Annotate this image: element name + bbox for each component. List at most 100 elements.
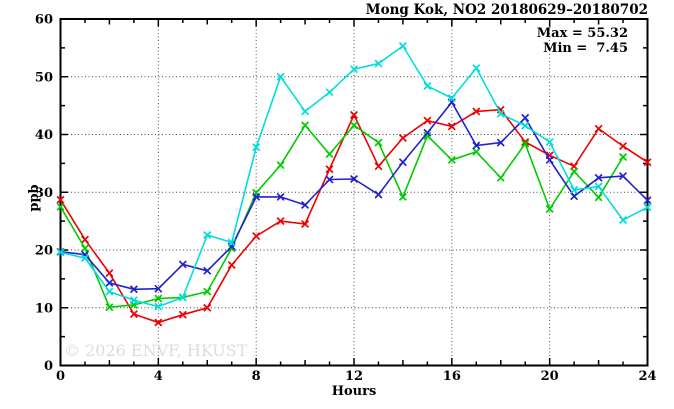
data-point-marker [203, 303, 212, 312]
y-tick-label: 60 [35, 13, 53, 28]
data-point-marker [545, 204, 554, 214]
data-point-marker [129, 310, 138, 319]
data-point-marker [276, 72, 285, 81]
y-tick-label: 40 [35, 128, 53, 143]
data-point-marker [447, 122, 456, 131]
data-point-marker [374, 59, 383, 68]
max-annotation: Max = 55.32 [537, 26, 628, 41]
y-axis-label: ppb [27, 184, 42, 211]
x-tick-label: 4 [154, 369, 163, 384]
series-green-day [56, 121, 628, 312]
data-point-marker [56, 202, 65, 211]
data-point-marker [276, 217, 285, 226]
data-point-marker [325, 150, 334, 159]
data-point-marker [178, 310, 187, 319]
data-point-marker [374, 190, 383, 199]
data-point-marker [203, 287, 212, 296]
data-point-marker [56, 248, 65, 257]
data-point-marker [398, 192, 407, 201]
x-tick-label: 20 [541, 369, 559, 384]
data-point-marker [325, 88, 334, 97]
y-tick-label: 0 [44, 359, 53, 374]
x-axis-label: Hours [332, 384, 377, 399]
data-point-marker [570, 192, 579, 201]
y-tick-label: 10 [35, 301, 53, 316]
data-point-marker [325, 175, 334, 184]
data-point-marker [496, 109, 505, 118]
data-point-marker [252, 143, 261, 152]
series-blue-day [56, 98, 652, 294]
data-point-marker [105, 303, 114, 312]
data-point-marker [154, 302, 163, 311]
data-point-marker [570, 167, 579, 176]
watermark: © 2026 ENVF, HKUST [64, 341, 248, 360]
data-point-marker [398, 133, 407, 143]
plot-area: 0 4 8 12 16 20 24 0 10 20 30 40 50 60 [35, 13, 657, 385]
data-point-marker [227, 260, 236, 270]
data-point-marker [447, 94, 456, 103]
data-point-marker [301, 121, 310, 130]
data-point-marker [374, 138, 383, 147]
data-point-marker [301, 107, 310, 116]
data-point-marker [276, 192, 285, 201]
data-point-marker [423, 131, 432, 140]
data-point-marker [521, 137, 530, 147]
data-point-marker [349, 110, 359, 119]
y-tick-label: 20 [35, 244, 53, 259]
data-point-marker [349, 65, 359, 74]
data-point-marker [105, 269, 114, 278]
data-point-marker [252, 232, 261, 241]
x-tick-label: 12 [345, 369, 363, 384]
data-point-marker [129, 296, 138, 305]
data-point-marker [154, 294, 163, 303]
data-point-marker [252, 192, 261, 201]
x-tick-label: 8 [252, 369, 261, 384]
x-tick-label: 24 [638, 369, 656, 384]
data-point-marker [129, 285, 138, 294]
data-point-marker [618, 142, 628, 151]
data-point-marker [80, 235, 90, 244]
x-tick-label: 0 [56, 369, 65, 384]
data-point-marker [154, 318, 163, 327]
data-point-marker [374, 162, 383, 171]
data-point-marker [398, 158, 407, 167]
data-point-marker [276, 161, 285, 170]
data-point-marker [594, 193, 603, 202]
data-point-marker [521, 113, 530, 122]
data-point-marker [227, 244, 236, 253]
data-point-marker [105, 287, 114, 296]
data-point-marker [178, 260, 187, 269]
data-point-marker [301, 219, 310, 229]
data-point-marker [349, 174, 359, 184]
data-point-marker [154, 284, 163, 293]
data-point-marker [570, 185, 579, 194]
data-point-marker [618, 152, 628, 162]
data-point-marker [472, 141, 481, 150]
data-point-marker [80, 254, 90, 263]
min-annotation: Min = 7.45 [543, 41, 628, 56]
data-point-marker [545, 137, 554, 147]
data-point-marker [423, 128, 432, 137]
data-point-marker [496, 138, 505, 147]
data-point-marker [594, 173, 603, 182]
data-point-marker [349, 121, 359, 130]
data-point-marker [398, 41, 407, 51]
data-point-marker [643, 158, 652, 167]
y-tick-label: 50 [35, 70, 53, 85]
data-point-marker [643, 196, 652, 205]
chart-title: Mong Kok, NO2 20180629–20180702 [366, 2, 648, 18]
data-point-marker [56, 195, 65, 204]
data-point-marker [545, 155, 554, 164]
data-point-marker [301, 200, 310, 210]
data-point-marker [178, 293, 187, 302]
data-point-marker [447, 155, 456, 164]
data-point-marker [472, 107, 481, 116]
x-tick-label: 16 [443, 369, 461, 384]
data-point-marker [594, 124, 603, 133]
data-point-marker [472, 147, 481, 156]
data-point-marker [521, 121, 530, 130]
data-point-marker [423, 81, 432, 91]
data-point-marker [203, 266, 212, 275]
